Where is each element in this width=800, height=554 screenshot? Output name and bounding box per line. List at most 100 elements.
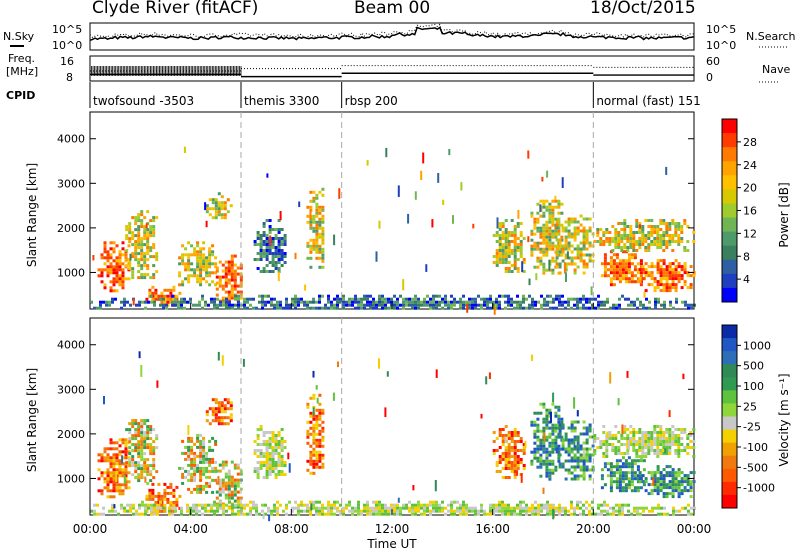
heatmap-cell	[375, 503, 378, 507]
heatmap-cell	[677, 449, 681, 452]
heatmap-cell	[214, 410, 218, 414]
heatmap-cell	[623, 243, 627, 246]
heatmap-cell	[149, 246, 153, 250]
heatmap-cell	[570, 306, 573, 310]
heatmap-cell	[426, 303, 429, 307]
heatmap-cell	[109, 280, 113, 284]
heatmap-cell	[252, 500, 255, 504]
heatmap-cell	[224, 496, 228, 500]
heatmap-cell	[112, 465, 116, 469]
heatmap-cell	[223, 216, 227, 220]
heatmap-cell	[134, 467, 138, 471]
heatmap-cell	[274, 446, 278, 449]
heatmap-cell	[558, 429, 562, 433]
heatmap-cell	[576, 226, 580, 230]
heatmap-cell	[513, 243, 517, 246]
heatmap-cell	[689, 265, 693, 269]
heatmap-cell	[665, 495, 669, 499]
heatmap-cell	[599, 443, 603, 446]
heatmap-cell	[393, 306, 396, 310]
heatmap-cell	[516, 225, 520, 228]
heatmap-cell	[674, 231, 678, 234]
heatmap-cell	[692, 274, 696, 278]
heatmap-cell	[146, 210, 150, 214]
heatmap-cell	[668, 480, 672, 484]
heatmap-cell	[153, 300, 156, 304]
heatmap-cell	[288, 500, 291, 504]
heatmap-cell	[411, 506, 414, 510]
heatmap-cell	[525, 512, 528, 516]
heatmap-cell	[146, 470, 150, 474]
heatmap-cell	[501, 440, 505, 443]
heatmap-cell	[210, 509, 213, 513]
heatmap-cell	[146, 258, 150, 262]
heatmap-cell	[280, 437, 284, 440]
heatmap-cell	[315, 256, 319, 260]
heatmap-cell	[121, 283, 125, 287]
heatmap-cell	[554, 235, 558, 239]
heatmap-cell	[163, 488, 167, 492]
colorbar-swatch	[722, 377, 737, 391]
heatmap-cell	[582, 474, 586, 478]
heatmap-cell	[495, 264, 499, 267]
heatmap-cell	[204, 506, 207, 510]
heatmap-cell	[618, 271, 622, 275]
heatmap-cell	[253, 452, 257, 455]
heatmap-cell	[674, 286, 678, 290]
heatmap-cell	[650, 437, 654, 440]
heatmap-cell	[224, 281, 228, 285]
heatmap-cell	[456, 300, 459, 304]
heatmap-cell	[277, 271, 280, 282]
heatmap-cell	[609, 468, 613, 472]
heatmap-cell	[576, 465, 580, 469]
heatmap-cell	[636, 468, 640, 472]
heatmap-cell	[231, 303, 234, 307]
heatmap-cell	[489, 506, 492, 510]
heatmap-cell	[127, 471, 131, 475]
heatmap-cell	[190, 463, 194, 467]
heatmap-cell	[169, 503, 173, 507]
heatmap-cell	[588, 474, 592, 478]
heatmap-cell	[683, 477, 687, 481]
heatmap-cell	[623, 237, 627, 240]
heatmap-cell	[246, 512, 249, 516]
heatmap-cell	[674, 434, 678, 437]
heatmap-cell	[315, 417, 319, 421]
heatmap-cell	[144, 509, 147, 513]
heatmap-cell	[143, 252, 147, 256]
heatmap-cell	[582, 447, 586, 451]
heatmap-cell	[318, 465, 322, 469]
heatmap-cell	[650, 489, 654, 493]
heatmap-cell	[140, 419, 144, 423]
heatmap-cell	[146, 431, 150, 435]
heatmap-cell	[230, 278, 234, 282]
heatmap-cell	[268, 514, 271, 522]
heatmap-cell	[384, 512, 387, 516]
heatmap-cell	[265, 234, 269, 237]
heatmap-cell	[542, 202, 546, 206]
heatmap-cell	[438, 294, 441, 298]
heatmap-cell	[504, 294, 507, 298]
heatmap-cell	[273, 503, 276, 507]
heatmap-cell	[426, 300, 429, 304]
nsearch-tick-top: 10^5	[706, 23, 736, 36]
heatmap-cell	[582, 450, 585, 458]
heatmap-cell	[264, 303, 267, 307]
heatmap-cell	[453, 300, 456, 304]
heatmap-cell	[641, 225, 645, 228]
heatmap-cell	[381, 506, 384, 510]
heatmap-cell	[659, 222, 663, 225]
heatmap-cell	[501, 503, 504, 507]
heatmap-cell	[312, 241, 316, 245]
heatmap-cell	[525, 503, 528, 507]
heatmap-cell	[533, 232, 537, 236]
heatmap-cell	[202, 277, 206, 281]
heatmap-cell	[205, 451, 209, 455]
colorbar-swatch	[722, 273, 737, 289]
heatmap-cell	[225, 300, 228, 304]
heatmap-cell	[321, 247, 325, 251]
heatmap-cell	[573, 256, 577, 260]
heatmap-cell	[527, 236, 530, 243]
heatmap-cell	[651, 506, 654, 510]
heatmap-cell	[520, 473, 523, 483]
